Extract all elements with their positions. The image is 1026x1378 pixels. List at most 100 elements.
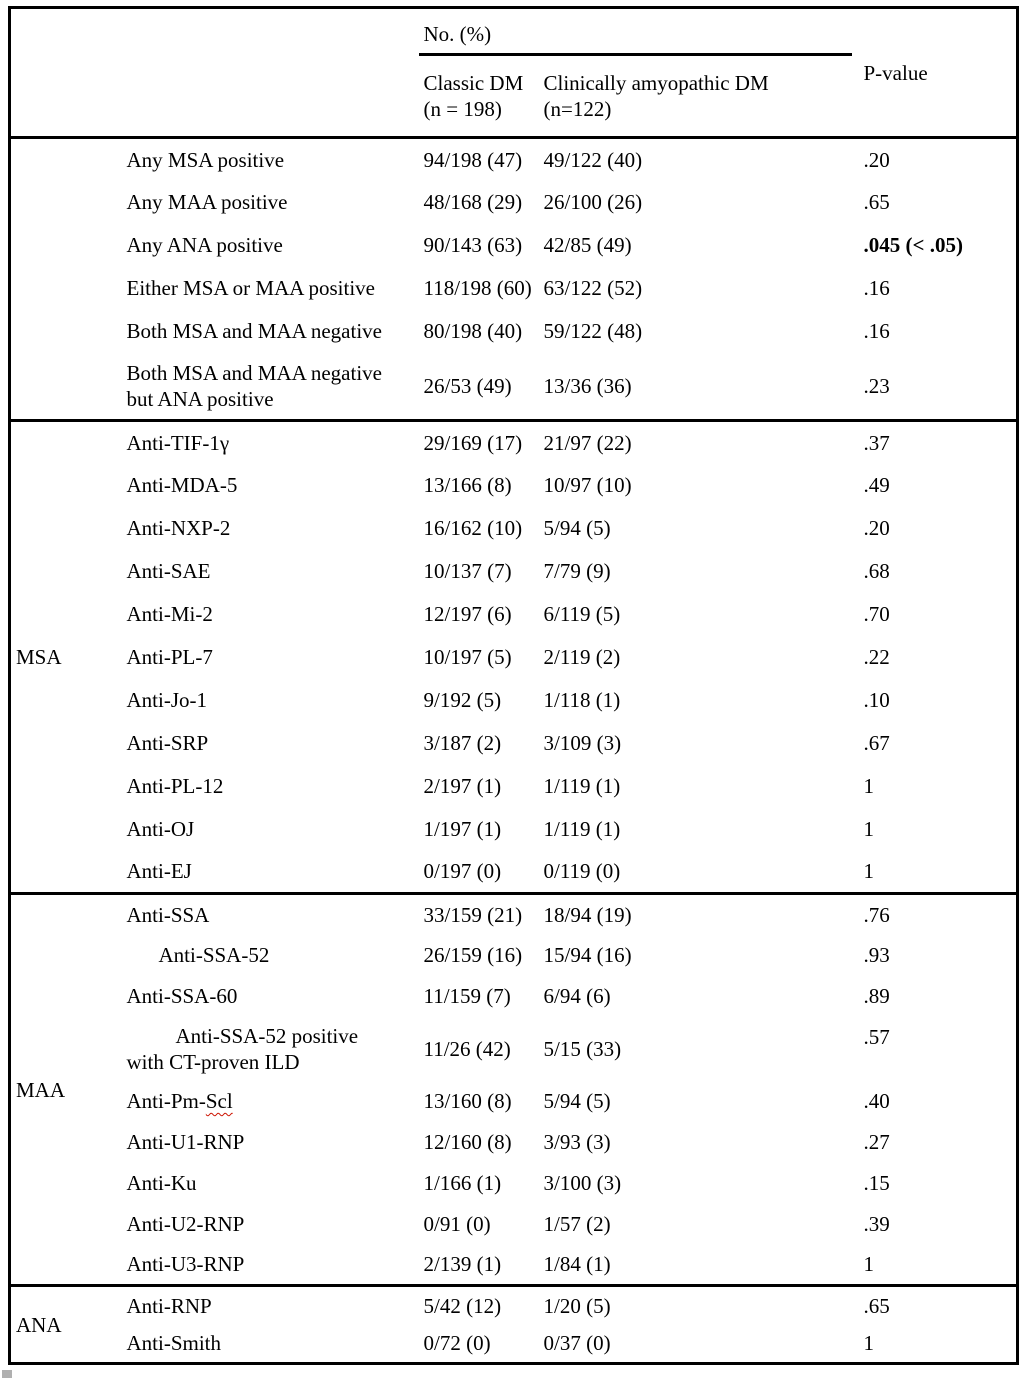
amyopathic-dm-value: 18/94 (19) [543, 902, 632, 927]
row-label-text: Anti-U1-RNP [126, 1130, 245, 1154]
row-label: Anti-PL-7 [122, 636, 419, 679]
classic-dm-value: 1/197 (1) [423, 817, 502, 841]
table-row: Anti-SSA-60 11/159 (7) 6/94 (6) .89 [10, 976, 1018, 1017]
row-label: Anti-OJ [122, 808, 419, 851]
row-label: Anti-U3-RNP [122, 1245, 419, 1286]
amyopathic-dm-value: 13/36 (36) [543, 373, 632, 398]
amyopathic-dm-value: 6/94 (6) [543, 984, 611, 1008]
row-label-text: Anti-SSA-60 [126, 984, 238, 1008]
classic-dm-value: 90/143 (63) [423, 233, 523, 257]
amyopathic-dm-value: 63/122 (52) [543, 276, 643, 300]
row-label-text: Anti-TIF-1γ [126, 430, 230, 455]
row-label: Both MSA and MAA negative but ANA positiv… [122, 353, 419, 421]
row-label-line: Both MSA and MAA negative [126, 360, 383, 385]
row-label: Anti-SSA-60 [122, 976, 419, 1017]
p-value: 1 [863, 1252, 875, 1277]
table-row: Anti-U3-RNP 2/139 (1) 1/84 (1) 1 [10, 1245, 1018, 1286]
row-label-text: Anti-NXP-2 [126, 516, 231, 540]
row-label: Anti-Smith [122, 1325, 419, 1364]
p-value: .20 [863, 516, 890, 540]
no-percent-header-cell: No. (%) [418, 8, 859, 56]
header-spacer [10, 8, 419, 138]
row-label-text: Both MSA and MAA negative [126, 319, 383, 343]
p-value: .68 [863, 559, 890, 583]
row-label-text: Either MSA or MAA positive [126, 276, 376, 300]
table-row: Anti-Mi-2 12/197 (6) 6/119 (5) .70 [10, 593, 1018, 636]
p-value: .22 [863, 645, 890, 669]
row-label: Anti-TIF-1γ [122, 421, 419, 464]
amyopathic-dm-value: 0/37 (0) [543, 1331, 611, 1356]
row-label-line: with CT-proven ILD [126, 1049, 300, 1074]
row-label-text: Any ANA positive [126, 233, 283, 257]
section-summary: Any MSA positive 94/198 (47) 49/122 (40) .2… [9, 138, 1018, 421]
table-row: Anti-PL-7 10/197 (5) 2/119 (2) .22 [10, 636, 1018, 679]
row-label-line: Anti-SSA-52 positive [175, 1023, 359, 1048]
row-label: Any MAA positive [122, 181, 419, 224]
table-row: MAA Anti-SSA 33/159 (21) 18/94 (19) .76 [10, 894, 1018, 1102]
row-label-text: Anti-SAE [126, 559, 211, 583]
table-row: Any ANA positive 90/143 (63) 42/85 (49) .04… [10, 224, 1018, 267]
classic-dm-value: 0/91 (0) [423, 1212, 491, 1236]
p-value: .57 [863, 1024, 890, 1049]
p-value: .27 [863, 1130, 890, 1154]
amyopathic-dm-value: 5/94 (5) [543, 516, 611, 540]
row-label: Anti-SSA [122, 894, 419, 935]
amyopathic-dm-value: 59/122 (48) [543, 319, 643, 343]
classic-dm-value: 11/26 (42) [423, 1036, 511, 1061]
row-label: Anti-SRP [122, 722, 419, 765]
classic-dm-header-line1: Classic DM [423, 70, 524, 95]
p-value: .045 (< .05) [863, 233, 963, 257]
p-value: .16 [863, 319, 890, 343]
row-label-line: but ANA positive [126, 386, 274, 411]
row-label: Anti-Pm-Scl [122, 1081, 419, 1122]
amyopathic-dm-header: Clinically amyopathic DM (n=122) [539, 56, 859, 138]
classic-dm-value: 13/166 (8) [423, 473, 512, 497]
classic-dm-value: 0/72 (0) [423, 1331, 491, 1356]
p-value: 1 [863, 774, 875, 798]
table-row: Any MSA positive 94/198 (47) 49/122 (40) .2… [10, 138, 1018, 181]
row-label-text: Anti-Jo-1 [126, 688, 208, 712]
row-label-text: Anti-Smith [126, 1331, 222, 1356]
table-row: Anti-SSA-52 26/159 (16) 15/94 (16) .93 [10, 935, 1018, 976]
p-value: .65 [863, 1293, 890, 1318]
row-label: Anti-NXP-2 [122, 507, 419, 550]
p-value: .67 [863, 731, 890, 755]
row-label-text: Anti-Ku [126, 1171, 197, 1195]
classic-dm-value: 48/168 (29) [423, 190, 523, 214]
classic-dm-value: 5/42 (12) [423, 1293, 502, 1318]
header-row-2: Classic DM (n = 198) Clinically amyopath… [10, 56, 1018, 138]
p-value: .40 [863, 1089, 890, 1113]
table-row: Both MSA and MAA negative but ANA positiv… [10, 353, 1018, 421]
section-MAA: MAA Anti-SSA 33/159 (21) 18/94 (19) .76 Anti-… [9, 894, 1018, 1286]
classic-dm-value: 0/197 (0) [423, 859, 502, 884]
classic-dm-header-line2: (n = 198) [423, 96, 502, 121]
amyopathic-dm-value: 1/119 (1) [543, 817, 621, 841]
row-label-text: Any MSA positive [126, 147, 285, 172]
classic-dm-value: 118/198 (60) [423, 276, 532, 300]
table-row: Anti-SAE 10/137 (7) 7/79 (9) .68 [10, 550, 1018, 593]
table-row: Either MSA or MAA positive 118/198 (60) 63… [10, 267, 1018, 310]
p-value: .76 [863, 902, 890, 927]
amyopathic-dm-value: 0/119 (0) [543, 859, 621, 884]
row-label-text: Anti-EJ [126, 859, 192, 884]
row-label: Anti-SAE [122, 550, 419, 593]
p-value: .70 [863, 602, 890, 626]
classic-dm-value: 29/169 (17) [423, 430, 523, 455]
classic-dm-value: 80/198 (40) [423, 319, 523, 343]
row-label: Anti-U1-RNP [122, 1122, 419, 1163]
table-row: Anti-NXP-2 16/162 (10) 5/94 (5) .20 [10, 507, 1018, 550]
amyopathic-dm-value: 5/94 (5) [543, 1089, 611, 1113]
amyopathic-dm-value: 1/57 (2) [543, 1212, 611, 1236]
p-value: .65 [863, 190, 890, 214]
table-row: Anti-EJ 0/197 (0) 0/119 (0) 1 [10, 851, 1018, 894]
amyopathic-dm-value: 1/84 (1) [543, 1252, 611, 1277]
table-row: Anti-U2-RNP 0/91 (0) 1/57 (2) .39 [10, 1204, 1018, 1245]
row-label-text: Anti-U3-RNP [126, 1252, 245, 1277]
scrollbar-thumb-fragment[interactable] [2, 1370, 12, 1378]
classic-dm-value: 33/159 (21) [423, 902, 523, 927]
row-label: Anti-PL-12 [122, 765, 419, 808]
amyopathic-dm-value: 15/94 (16) [543, 943, 632, 967]
table-row: ANA Anti-RNP 5/42 (12) 1/20 (5) .65 [10, 1286, 1018, 1337]
group-label: MSA [16, 645, 62, 669]
